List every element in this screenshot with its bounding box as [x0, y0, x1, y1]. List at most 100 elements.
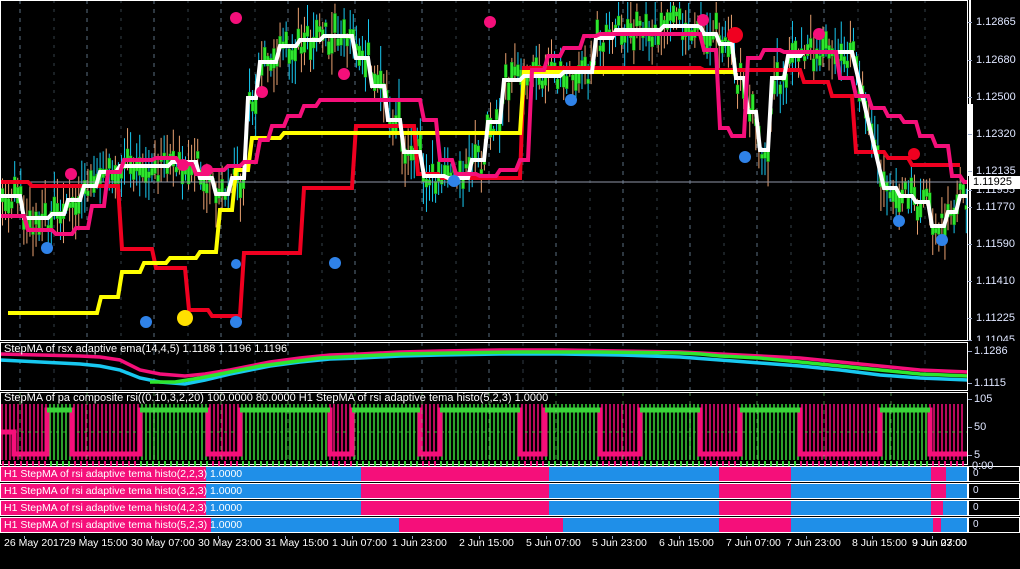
histogram-row-label: H1 StepMA of rsi adaptive tema histo(5,2…	[4, 519, 243, 531]
time-axis-label: 1 Jun 07:00	[332, 537, 387, 549]
rsx-adaptive-ema-panel[interactable]: StepMA of rsx adaptive ema(14,4,5) 1.118…	[0, 342, 968, 391]
price-tick	[968, 60, 972, 61]
dot-blue	[329, 257, 341, 269]
price-axis-label: 1.11955	[976, 184, 1015, 196]
time-axis-tick	[151, 536, 152, 539]
histogram-row-label: H1 StepMA of rsi adaptive tema histo(3,2…	[4, 485, 243, 497]
dot-red	[727, 27, 743, 43]
histogram-band-pink	[361, 467, 549, 481]
histogram-band-blue	[549, 484, 719, 498]
rsx-panel-label: StepMA of rsx adaptive ema(14,4,5) 1.118…	[4, 343, 288, 355]
histogram-band-pink	[931, 467, 946, 481]
time-axis-tick	[679, 536, 680, 539]
candlesticks	[0, 2, 968, 260]
price-axis-label: 1.12320	[976, 128, 1016, 140]
time-axis-tick	[479, 536, 480, 539]
dot-magenta	[177, 159, 189, 171]
time-axis-label: 5 Jun 23:00	[592, 537, 647, 549]
rsx-axis-tick	[968, 383, 972, 384]
time-axis[interactable]: 26 May 2017 29 May 15:00 30 May 07:00 30 Ma…	[0, 536, 1020, 551]
time-axis-tick	[746, 536, 747, 539]
price-axis-label: 1.12500	[976, 91, 1016, 103]
histogram-row-value: 0	[968, 517, 1020, 533]
histogram-band-blue	[946, 467, 967, 481]
price-axis[interactable]: 1.12865 1.12680 1.12500 1.12320 1.12135 1.119…	[968, 0, 1020, 346]
time-axis-label: 30 May 07:00	[131, 537, 195, 549]
histogram-band-pink	[1, 518, 211, 532]
rsx-axis-tick	[968, 351, 972, 352]
histogram-row-value: 0	[968, 483, 1020, 499]
price-axis-label: 1.11410	[976, 275, 1015, 287]
dot-magenta	[256, 86, 268, 98]
price-tick	[968, 22, 972, 23]
histogram-band-blue	[791, 484, 931, 498]
histogram-row[interactable]: H1 StepMA of rsi adaptive tema histo(3,2…	[0, 483, 968, 499]
dot-blue	[565, 94, 577, 106]
histogram-band-pink	[399, 518, 563, 532]
sub1-cyan-step	[0, 352, 968, 386]
time-axis-tick	[352, 536, 353, 539]
time-axis-tick	[24, 536, 25, 539]
price-axis-label: 1.12680	[976, 54, 1016, 66]
composite-rsi-panel[interactable]: StepMA of pa composite rsi((0.10,3,2,20)…	[0, 392, 968, 465]
histogram-band-pink	[719, 518, 791, 532]
price-axis-scroll-thumb[interactable]	[968, 104, 973, 176]
time-axis-tick	[546, 536, 547, 539]
price-axis-label: 1.11590	[976, 238, 1015, 250]
time-axis-label: 5 Jun 07:00	[526, 537, 581, 549]
dot-blue	[448, 175, 460, 187]
histogram-band-pink	[1, 501, 206, 515]
price-axis-label: 1.11770	[976, 201, 1015, 213]
histogram-band-pink	[931, 501, 943, 515]
sub1-pink-step	[0, 348, 968, 378]
histogram-band-blue	[791, 518, 933, 532]
composite-rsi-canvas	[0, 392, 968, 465]
composite-rsi-axis-label: 105	[974, 393, 993, 405]
histogram-band-pink	[361, 501, 549, 515]
histogram-band-pink	[361, 484, 549, 498]
price-axis-label: 1.11225	[976, 312, 1015, 324]
time-axis-label: 7 Jun 07:00	[726, 537, 781, 549]
dot-blue	[41, 242, 53, 254]
dot-blue	[893, 215, 905, 227]
price-tick	[968, 171, 972, 172]
price-chart-panel[interactable]	[0, 0, 968, 341]
price-tick	[968, 190, 972, 191]
histogram-band-pink	[1, 484, 206, 498]
dot-magenta	[65, 168, 77, 180]
histogram-band-pink	[719, 501, 791, 515]
time-axis-tick	[412, 536, 413, 539]
time-axis-label: 9 Jun 23:00	[912, 537, 967, 549]
time-axis-label: 26 May 2017	[4, 537, 65, 549]
composite-rsi-axis: 105 50 5	[968, 392, 1020, 466]
time-axis-tick	[932, 536, 933, 539]
price-tick	[968, 207, 972, 208]
histogram-row[interactable]: H1 StepMA of rsi adaptive tema histo(2,2…	[0, 466, 968, 482]
histogram-row[interactable]: H1 StepMA of rsi adaptive tema histo(5,2…	[0, 517, 968, 533]
dot-blue	[140, 316, 152, 328]
composite-rsi-axis-tick	[968, 399, 972, 400]
composite-rsi-axis-label: 50	[974, 421, 987, 433]
rsx-axis-label: 1.1115	[974, 377, 1007, 389]
histogram-band-pink	[719, 467, 791, 481]
row-axis-time-label: 0:00	[972, 460, 994, 472]
histogram-row[interactable]: H1 StepMA of rsi adaptive tema histo(4,2…	[0, 500, 968, 516]
price-axis-label: 1.12135	[976, 165, 1016, 177]
dot-red	[908, 148, 920, 160]
rsx-panel-canvas	[0, 342, 968, 391]
histogram-band-pink	[931, 484, 946, 498]
time-axis-tick	[872, 536, 873, 539]
composite-rsi-axis-label: 5	[974, 449, 981, 461]
composite-rsi-label: StepMA of pa composite rsi((0.10,3,2,20)…	[4, 392, 549, 404]
histogram-row-label: H1 StepMA of rsi adaptive tema histo(4,2…	[4, 502, 243, 514]
price-axis-label: 1.12865	[976, 16, 1016, 28]
time-axis-tick	[84, 536, 85, 539]
time-axis-tick	[218, 536, 219, 539]
rsx-panel-axis: 1.1286 1.1115	[968, 341, 1020, 391]
histogram-band-blue	[946, 484, 967, 498]
current-price-tag: 1.11925	[970, 176, 1020, 189]
dot-magenta	[484, 16, 496, 28]
dot-magenta	[697, 14, 709, 26]
time-axis-label: 29 May 15:00	[64, 537, 128, 549]
time-axis-label: 31 May 15:00	[265, 537, 329, 549]
